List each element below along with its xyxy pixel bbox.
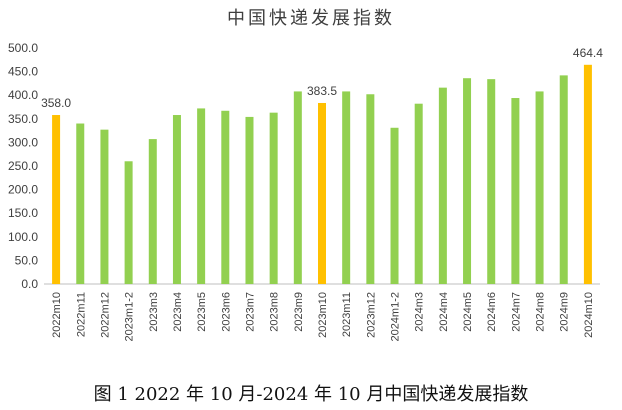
x-tick-label: 2024m1-2 [390, 292, 402, 342]
x-tick-label: 2023m8 [269, 292, 281, 332]
x-tick-label: 2024m5 [462, 292, 474, 332]
bar [463, 78, 472, 284]
bar [52, 115, 61, 284]
chart-title: 中国快递发展指数 [227, 8, 395, 29]
bar [269, 112, 278, 284]
data-label: 464.4 [573, 46, 603, 60]
x-tick-label: 2023m5 [196, 292, 208, 332]
bar [245, 116, 254, 284]
bar [535, 91, 544, 284]
bar [318, 102, 326, 284]
bar [390, 127, 399, 284]
bar [76, 123, 85, 285]
x-tick-label: 2023m6 [220, 292, 232, 332]
x-tick-label: 2024m6 [486, 292, 498, 332]
bar [148, 139, 157, 284]
figure-caption: 图 1 2022 年 10 月-2024 年 10 月中国快递发展指数 [93, 384, 529, 405]
x-tick-label: 2024m10 [583, 292, 595, 338]
data-label: 358.0 [41, 96, 71, 110]
bar [342, 91, 351, 284]
bar [100, 129, 109, 284]
bar [124, 161, 133, 284]
y-tick-label: 200.0 [8, 183, 38, 197]
y-tick-label: 50.0 [15, 253, 39, 267]
bar [197, 108, 206, 284]
bar [438, 87, 447, 284]
y-tick-label: 450.0 [8, 65, 38, 79]
y-tick-label: 150.0 [8, 206, 38, 220]
x-tick-label: 2023m4 [172, 292, 184, 332]
x-tick-label: 2023m9 [293, 292, 305, 332]
y-tick-label: 250.0 [8, 159, 38, 173]
y-tick-label: 400.0 [8, 88, 38, 102]
data-label: 383.5 [307, 84, 337, 98]
x-tick-label: 2022m11 [75, 292, 87, 337]
bar [172, 115, 181, 284]
x-tick-label: 2023m10 [317, 292, 329, 338]
bar [559, 75, 568, 284]
x-tick-label: 2023m3 [148, 292, 160, 332]
y-tick-label: 100.0 [8, 230, 38, 244]
x-tick-label: 2023m7 [244, 292, 256, 332]
bar [414, 103, 423, 284]
x-tick-label: 2022m10 [51, 292, 63, 338]
y-tick-label: 500.0 [8, 41, 38, 55]
y-tick-label: 0.0 [21, 277, 38, 291]
x-tick-label: 2023m12 [365, 292, 377, 338]
bar [511, 98, 520, 284]
x-tick-label: 2024m3 [414, 292, 426, 332]
bar [293, 91, 302, 284]
y-tick-label: 300.0 [8, 135, 38, 149]
bar [366, 94, 375, 284]
bar [221, 110, 230, 284]
x-tick-label: 2024m4 [438, 292, 450, 332]
x-tick-label: 2024m8 [535, 292, 547, 332]
x-tick-label: 2023m11 [341, 292, 353, 337]
bar [583, 64, 592, 285]
bar [487, 79, 496, 284]
x-tick-label: 2024m7 [510, 292, 522, 332]
x-tick-label: 2024m9 [559, 292, 571, 332]
x-tick-label: 2022m12 [99, 292, 111, 338]
y-tick-label: 350.0 [8, 112, 38, 126]
x-tick-label: 2023m1-2 [124, 292, 136, 342]
